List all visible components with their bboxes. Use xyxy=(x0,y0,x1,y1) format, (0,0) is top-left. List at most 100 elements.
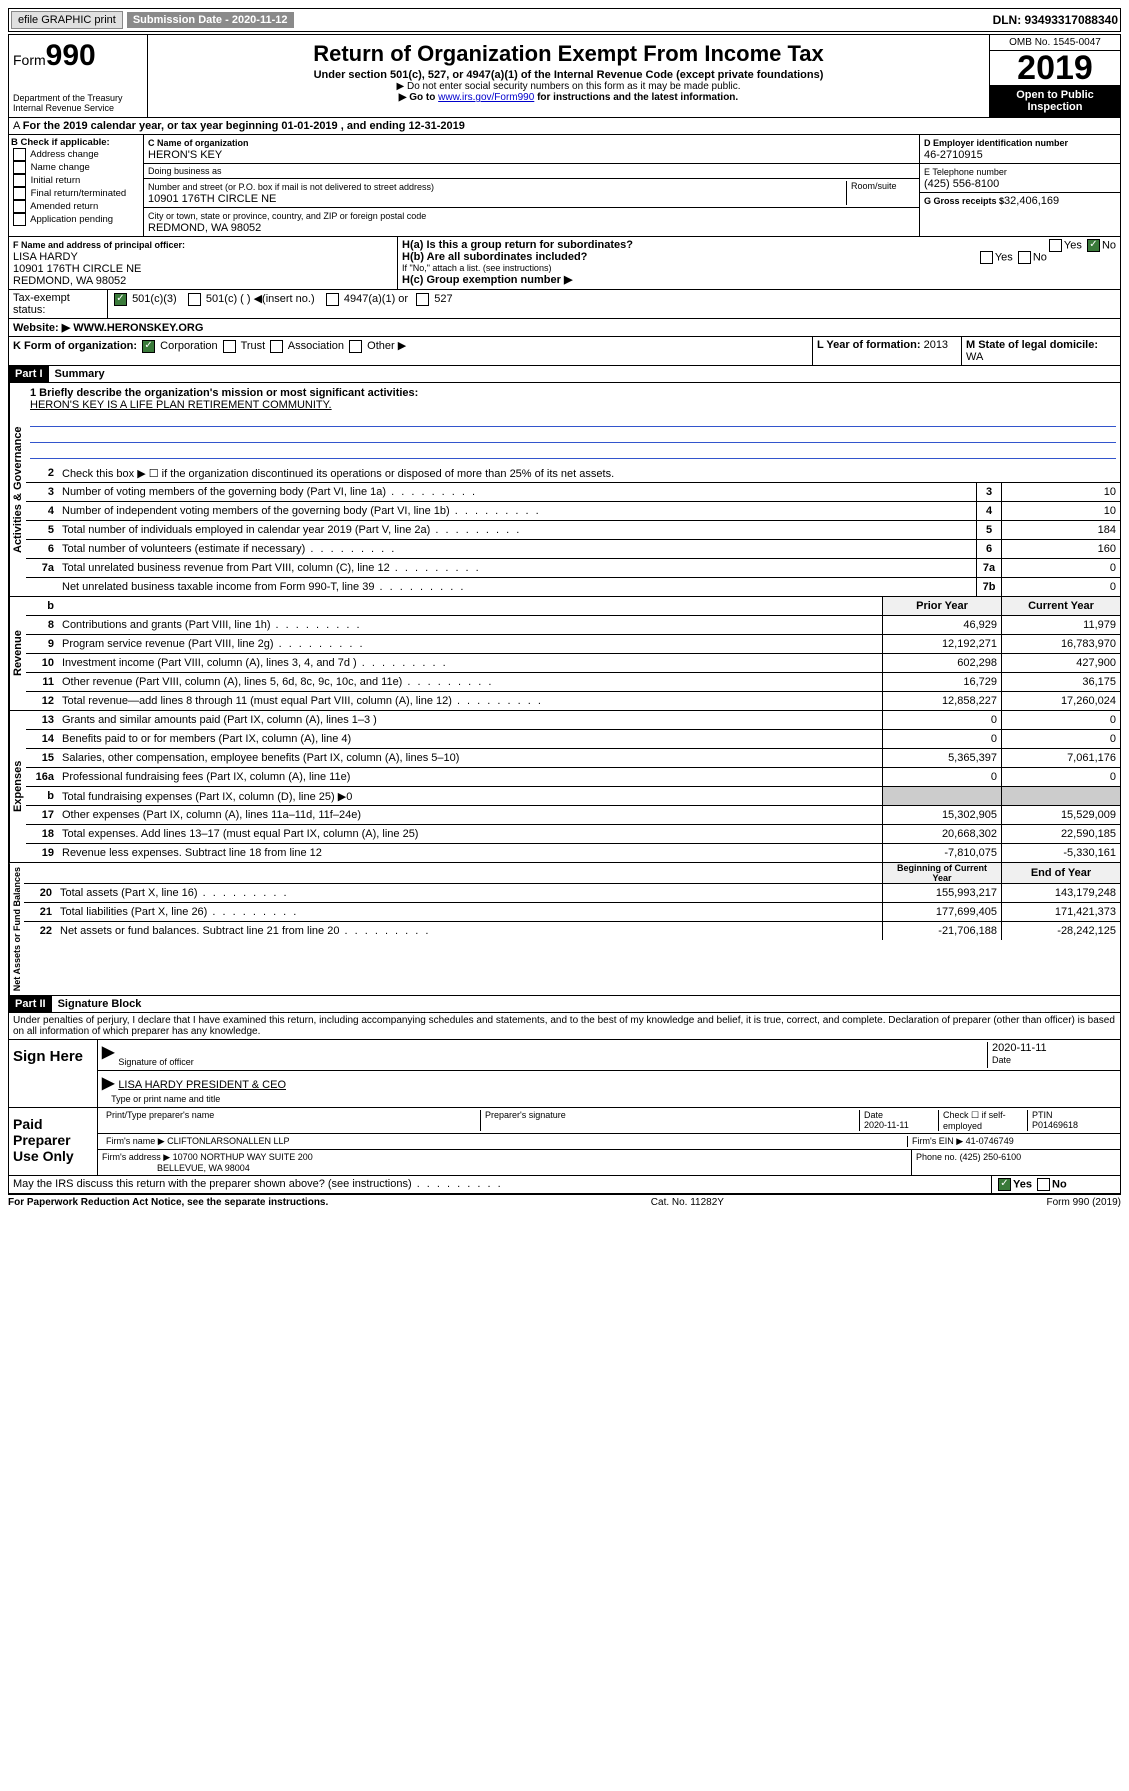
col-current: Current Year xyxy=(1001,597,1120,615)
exp-line-text: Grants and similar amounts paid (Part IX… xyxy=(58,714,882,726)
gov-line-val: 10 xyxy=(1001,483,1120,501)
rev-line-text: Program service revenue (Part VIII, line… xyxy=(58,638,882,650)
mission-text: HERON'S KEY IS A LIFE PLAN RETIREMENT CO… xyxy=(30,399,332,411)
gov-line-text: Total unrelated business revenue from Pa… xyxy=(58,562,976,574)
boxb-item[interactable]: Application pending xyxy=(11,213,141,226)
rev-line-text: Investment income (Part VIII, column (A)… xyxy=(58,657,882,669)
chk-501c3[interactable]: ✓ xyxy=(114,293,127,306)
net-line-text: Total assets (Part X, line 16) xyxy=(56,887,882,899)
chk-trust[interactable] xyxy=(223,340,236,353)
gov-line-text: Number of independent voting members of … xyxy=(58,505,976,517)
section-revenue: Revenue xyxy=(9,597,26,710)
firm-name-label: Firm's name ▶ xyxy=(106,1136,165,1146)
chk-corp[interactable]: ✓ xyxy=(142,340,155,353)
gov-line-val: 10 xyxy=(1001,502,1120,520)
dba-label: Doing business as xyxy=(144,164,919,179)
section-netassets: Net Assets or Fund Balances xyxy=(9,863,24,995)
boxb-item[interactable]: Amended return xyxy=(11,200,141,213)
chk-527[interactable] xyxy=(416,293,429,306)
boxb-item[interactable]: Address change xyxy=(11,148,141,161)
ha-no[interactable]: ✓ xyxy=(1087,239,1100,252)
ha-label: H(a) Is this a group return for subordin… xyxy=(402,239,633,251)
box-b: B Check if applicable: Address change Na… xyxy=(9,135,144,236)
exp-prior: 15,302,905 xyxy=(882,806,1001,824)
exp-line-text: Professional fundraising fees (Part IX, … xyxy=(58,771,882,783)
firm-addr2: BELLEVUE, WA 98004 xyxy=(157,1163,250,1173)
tax-year: 2019 xyxy=(990,51,1120,85)
box-f-label: F Name and address of principal officer: xyxy=(13,240,185,250)
sig-date: 2020-11-11 xyxy=(992,1042,1047,1054)
hb-no[interactable] xyxy=(1018,251,1031,264)
prep-date-hdr: Date xyxy=(864,1110,883,1120)
footer-form: Form 990 (2019) xyxy=(1047,1197,1121,1208)
city-label: City or town, state or province, country… xyxy=(148,211,426,221)
discuss-yes[interactable]: ✓ xyxy=(998,1178,1011,1191)
rev-line-text: Contributions and grants (Part VIII, lin… xyxy=(58,619,882,631)
gov-line-val: 184 xyxy=(1001,521,1120,539)
dln: DLN: 93493317088340 xyxy=(993,13,1118,27)
hb-label: H(b) Are all subordinates included? xyxy=(402,251,587,263)
note-ssn: ▶ Do not enter social security numbers o… xyxy=(152,81,985,92)
dept-label: Department of the Treasury Internal Reve… xyxy=(13,93,143,113)
boxb-item[interactable]: Final return/terminated xyxy=(11,187,141,200)
exp-line-text: Salaries, other compensation, employee b… xyxy=(58,752,882,764)
efile-button[interactable]: efile GRAPHIC print xyxy=(11,11,123,29)
net-current: 143,179,248 xyxy=(1001,884,1120,902)
net-prior: 155,993,217 xyxy=(882,884,1001,902)
section-governance: Activities & Governance xyxy=(9,383,26,596)
ha-yes[interactable] xyxy=(1049,239,1062,252)
chk-4947[interactable] xyxy=(326,293,339,306)
open-inspection: Open to Public Inspection xyxy=(990,85,1120,117)
boxb-item[interactable]: Initial return xyxy=(11,174,141,187)
gov-line-text: Number of voting members of the governin… xyxy=(58,486,976,498)
rev-current: 11,979 xyxy=(1001,616,1120,634)
hb-note: If "No," attach a list. (see instruction… xyxy=(402,263,1116,273)
boxb-item[interactable]: Name change xyxy=(11,161,141,174)
gov-line-text: Net unrelated business taxable income fr… xyxy=(58,581,976,593)
sign-here-label: Sign Here xyxy=(9,1040,98,1107)
paid-preparer-label: Paid Preparer Use Only xyxy=(9,1108,98,1175)
gov-line-val: 0 xyxy=(1001,559,1120,577)
box-c-label: C Name of organization xyxy=(148,138,249,148)
box-k-label: K Form of organization: xyxy=(13,340,137,352)
mission-label: 1 Briefly describe the organization's mi… xyxy=(30,387,418,399)
exp-prior: 0 xyxy=(882,768,1001,786)
prep-name-hdr: Print/Type preparer's name xyxy=(102,1110,481,1131)
officer-name-title: LISA HARDY PRESIDENT & CEO xyxy=(118,1079,286,1091)
officer-name: LISA HARDY xyxy=(13,251,78,263)
form-title: Return of Organization Exempt From Incom… xyxy=(152,41,985,67)
chk-other[interactable] xyxy=(349,340,362,353)
firm-addr-label: Firm's address ▶ xyxy=(102,1152,170,1162)
ptin: P01469618 xyxy=(1032,1120,1078,1130)
prep-selfemp: Check ☐ if self-employed xyxy=(939,1110,1028,1131)
net-line-text: Net assets or fund balances. Subtract li… xyxy=(56,925,882,937)
exp-current: -5,330,161 xyxy=(1001,844,1120,862)
exp-prior: 20,668,302 xyxy=(882,825,1001,843)
exp-prior: 5,365,397 xyxy=(882,749,1001,767)
hb-yes[interactable] xyxy=(980,251,993,264)
ein: 46-2710915 xyxy=(924,149,983,161)
firm-ein-label: Firm's EIN ▶ xyxy=(912,1136,963,1146)
officer-addr2: REDMOND, WA 98052 xyxy=(13,275,126,287)
street-label: Number and street (or P.O. box if mail i… xyxy=(148,182,434,192)
gross-receipts: 32,406,169 xyxy=(1004,195,1059,207)
rev-prior: 12,192,271 xyxy=(882,635,1001,653)
footer-paperwork: For Paperwork Reduction Act Notice, see … xyxy=(8,1197,328,1208)
discuss-no[interactable] xyxy=(1037,1178,1050,1191)
part2-header: Part II xyxy=(9,996,52,1012)
firm-ein: 41-0746749 xyxy=(966,1136,1014,1146)
prep-date: 2020-11-11 xyxy=(864,1120,909,1130)
gov-line-text: Total number of individuals employed in … xyxy=(58,524,976,536)
firm-phone-label: Phone no. xyxy=(916,1152,957,1162)
exp-prior: -7,810,075 xyxy=(882,844,1001,862)
irs-link[interactable]: www.irs.gov/Form990 xyxy=(438,92,534,103)
chk-501c[interactable] xyxy=(188,293,201,306)
exp-current: 7,061,176 xyxy=(1001,749,1120,767)
box-d-label: D Employer identification number xyxy=(924,138,1068,148)
exp-line-text: Benefits paid to or for members (Part IX… xyxy=(58,733,882,745)
form-number: 990 xyxy=(46,39,96,72)
note-goto-pre: ▶ Go to xyxy=(399,92,438,103)
exp-prior: 0 xyxy=(882,711,1001,729)
chk-assoc[interactable] xyxy=(270,340,283,353)
part2-title: Signature Block xyxy=(52,996,148,1012)
